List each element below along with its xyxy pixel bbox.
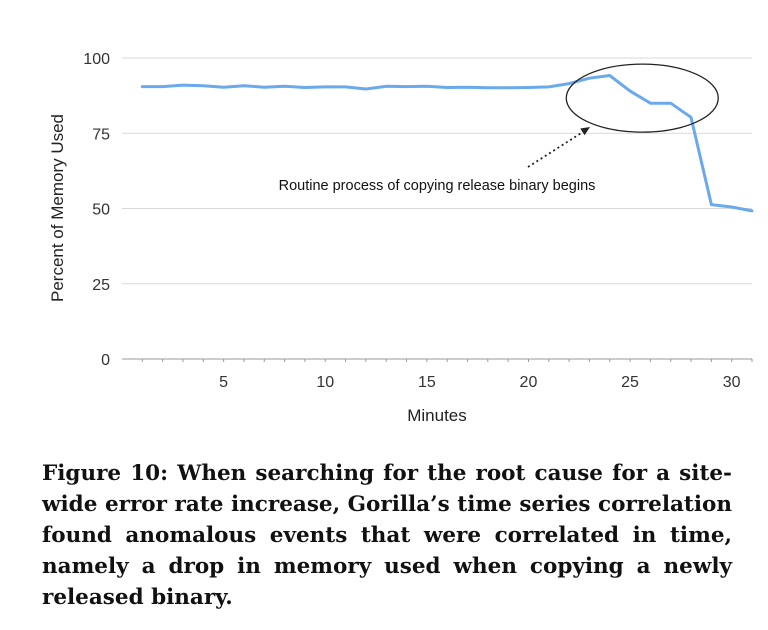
- memory-usage-chart: 0 25 50 75 100 5 10 15 20 25 30 Routine process o…: [48, 51, 754, 425]
- x-axis-tick-labels: 5 10 15 20 25 30: [219, 374, 741, 391]
- series-line: [140, 74, 754, 213]
- grid-lines: [122, 57, 752, 285]
- figure-caption: Figure 10: When searching for the root c…: [42, 458, 732, 613]
- figure-label: Figure 10:: [42, 461, 169, 486]
- annotation-arrowhead: [580, 127, 590, 136]
- y-tick-label: 50: [92, 202, 110, 219]
- annotation-ellipse: [565, 63, 719, 133]
- chart-svg: 0 25 50 75 100 5 10 15 20 25 30 Routine process o…: [48, 51, 754, 425]
- x-axis: [122, 358, 753, 362]
- x-tick-label: 20: [520, 374, 538, 391]
- y-tick-label: 0: [101, 352, 110, 369]
- y-axis-label: Percent of Memory Used: [48, 114, 67, 302]
- x-tick-label: 25: [621, 374, 639, 391]
- annotation-arrow: [527, 129, 587, 168]
- x-axis-label: Minutes: [407, 406, 467, 425]
- series-layer: [140, 74, 754, 213]
- y-tick-label: 25: [92, 277, 110, 294]
- x-tick-label: 30: [723, 374, 741, 391]
- figure-caption-text: When searching for the root cause for a …: [42, 461, 732, 610]
- y-tick-label: 100: [83, 51, 110, 68]
- y-tick-label: 75: [92, 126, 110, 143]
- annotation-text: Routine process of copying release binar…: [279, 178, 596, 194]
- y-axis-tick-labels: 0 25 50 75 100: [83, 51, 110, 369]
- annotation: Routine process of copying release binar…: [279, 63, 719, 194]
- x-tick-label: 15: [418, 374, 436, 391]
- x-tick-label: 10: [316, 374, 334, 391]
- x-tick-label: 5: [219, 374, 228, 391]
